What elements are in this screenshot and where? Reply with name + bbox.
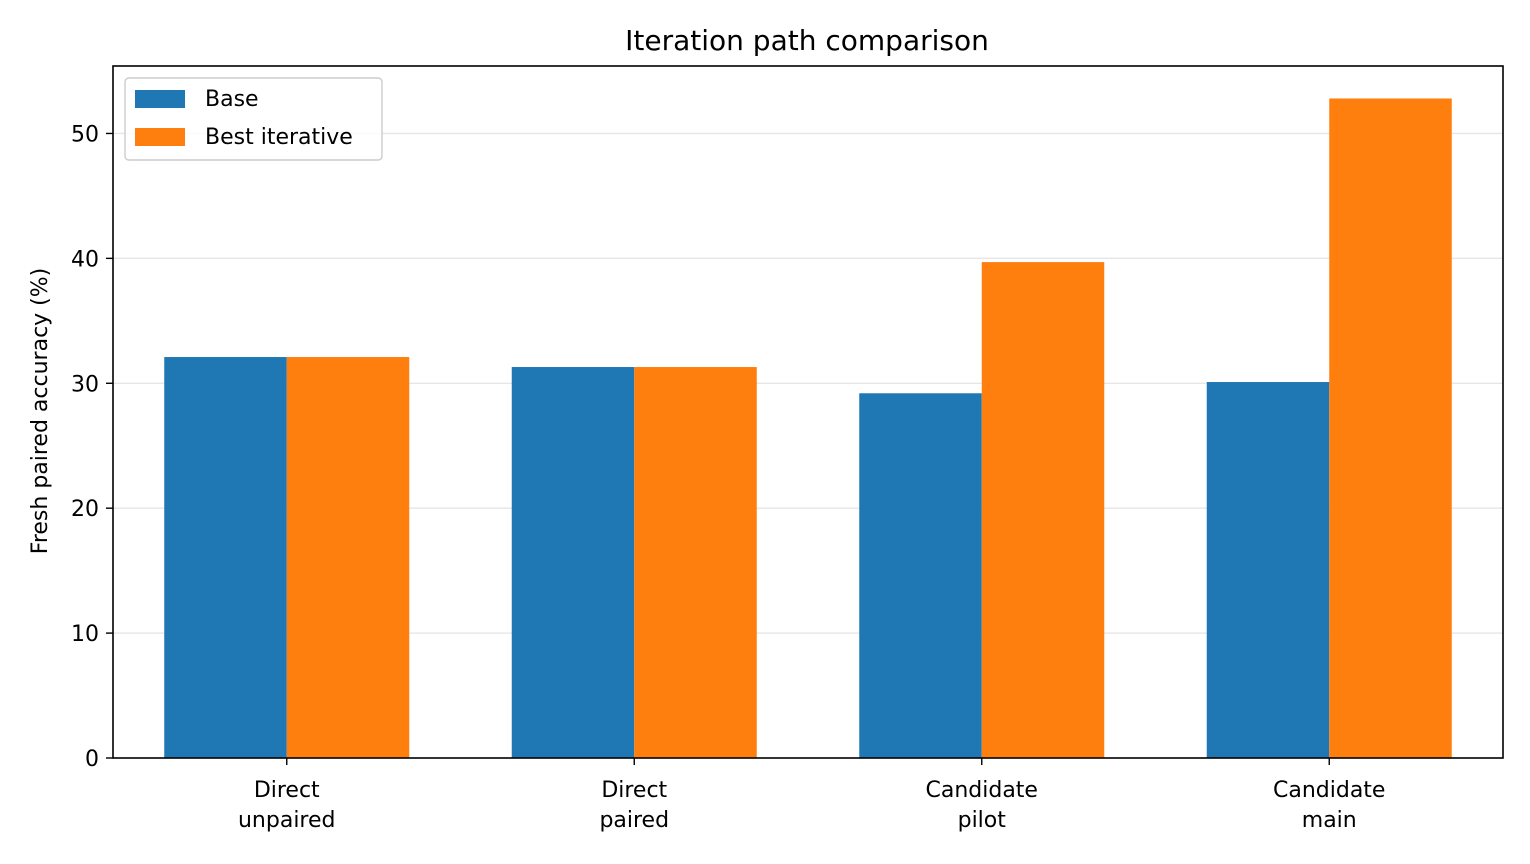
x-tick-label: main bbox=[1302, 808, 1357, 833]
bar-base bbox=[859, 393, 982, 758]
bar-base bbox=[164, 357, 287, 758]
bar-best-iterative bbox=[981, 262, 1105, 758]
bar-base bbox=[511, 367, 635, 758]
x-tick-label: unpaired bbox=[238, 808, 336, 833]
x-axis: Direct unpaired Direct paired Candidate pilot… bbox=[238, 758, 1385, 833]
y-tick-label: 20 bbox=[71, 497, 99, 522]
bar-best-iterative bbox=[1329, 98, 1452, 758]
y-axis-label: Fresh paired accuracy (%) bbox=[28, 268, 53, 554]
legend-box bbox=[124, 77, 383, 161]
legend: Base Best iterative bbox=[124, 77, 383, 161]
y-axis: 0 10 20 30 40 50 bbox=[71, 122, 113, 772]
chart-title: Iteration path comparison bbox=[625, 24, 989, 57]
y-tick-label: 10 bbox=[71, 622, 99, 647]
x-tick-label: paired bbox=[599, 808, 669, 833]
legend-swatch bbox=[135, 90, 185, 108]
legend-entry: Best iterative bbox=[205, 125, 353, 150]
legend-swatch bbox=[135, 128, 185, 146]
x-tick-label: pilot bbox=[958, 808, 1007, 833]
y-tick-label: 30 bbox=[71, 372, 99, 397]
y-tick-label: 0 bbox=[85, 747, 99, 772]
x-tick-label: Direct bbox=[254, 778, 320, 803]
y-tick-label: 40 bbox=[71, 247, 99, 272]
y-tick-label: 50 bbox=[71, 122, 99, 147]
x-tick-label: Candidate bbox=[1273, 778, 1385, 803]
x-tick-label: Direct bbox=[601, 778, 667, 803]
legend-entry: Base bbox=[205, 87, 259, 112]
bars bbox=[164, 98, 1452, 758]
bar-best-iterative bbox=[286, 357, 410, 758]
x-tick-label: Candidate bbox=[926, 778, 1038, 803]
plot-frame bbox=[112, 65, 1504, 759]
bar-best-iterative bbox=[634, 367, 757, 758]
bar-base bbox=[1206, 382, 1330, 758]
